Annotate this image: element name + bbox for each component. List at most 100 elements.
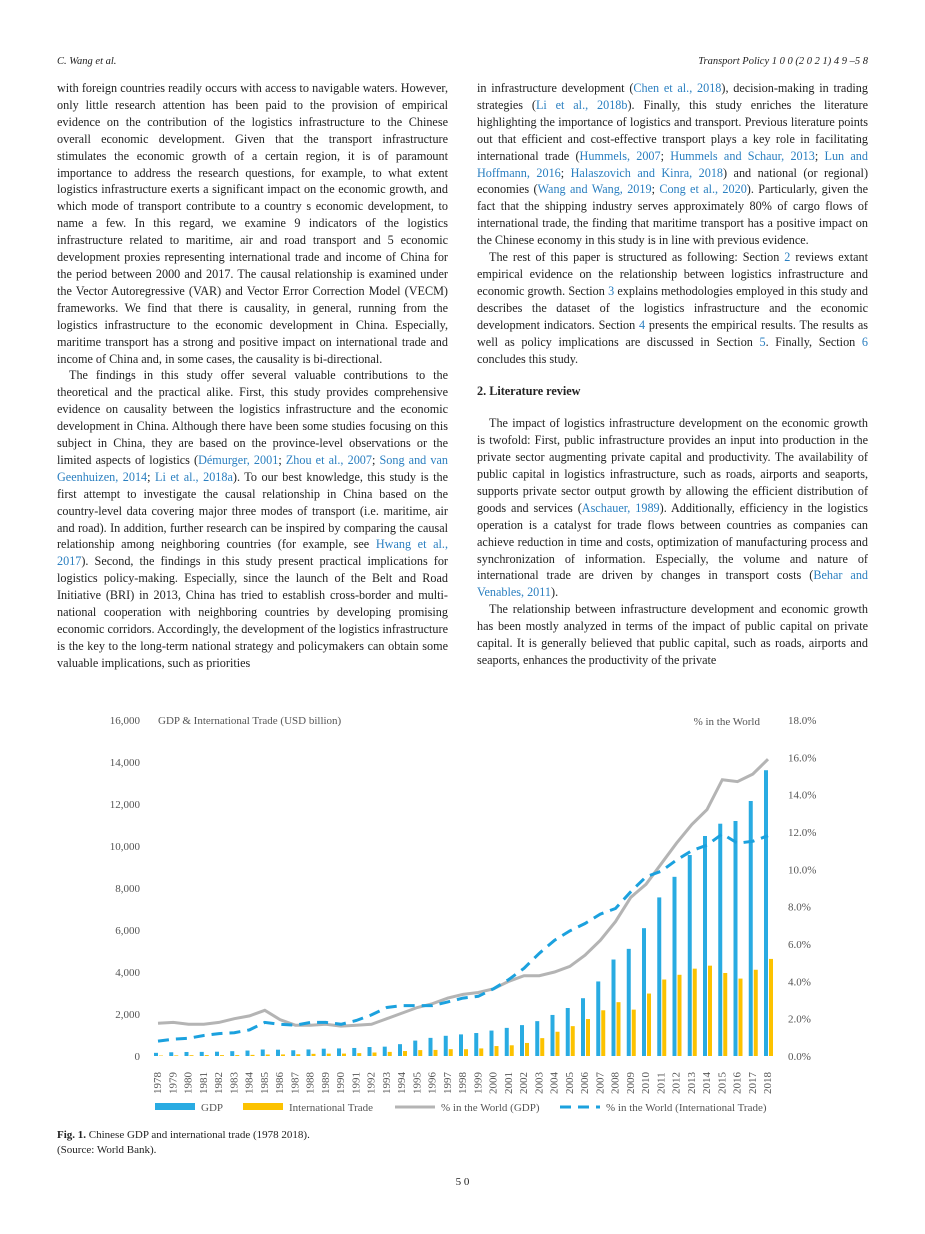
bar	[616, 1002, 621, 1056]
bar	[464, 1049, 468, 1056]
caption-label: Fig. 1.	[57, 1129, 87, 1141]
bar	[265, 1054, 270, 1056]
bar	[509, 1045, 514, 1056]
reference-link[interactable]: Wang and Wang, 2019	[537, 182, 652, 197]
bar	[199, 1051, 204, 1056]
y-tick-label: 4,000	[115, 967, 140, 979]
text: concludes this study.	[477, 351, 579, 366]
y2-tick-label: 14.0%	[788, 790, 816, 802]
reference-link[interactable]: Li et al., 2018b	[535, 97, 628, 112]
x-tick-label: 1995	[411, 1072, 423, 1095]
bar	[479, 1048, 484, 1056]
x-tick-label: 2000	[488, 1072, 500, 1095]
bar	[631, 1009, 636, 1056]
reference-link[interactable]: Hummels and Schaur, 2013	[670, 148, 815, 163]
y-tick-label: 16,000	[110, 715, 141, 727]
reference-link[interactable]: Li et al., 2018a	[155, 469, 233, 484]
text: ). Second, the findings in this study pr…	[57, 554, 448, 670]
x-tick-label: 1981	[198, 1072, 210, 1094]
legend-label: International Trade	[289, 1102, 373, 1114]
x-tick-label: 2006	[579, 1072, 591, 1095]
reference-link[interactable]: 4	[638, 317, 646, 332]
bar	[520, 1025, 524, 1056]
x-tick-label: 2004	[549, 1072, 561, 1095]
text: The rest of this paper is structured as …	[489, 250, 785, 265]
bar	[753, 969, 758, 1056]
bar	[169, 1052, 174, 1056]
legend-label: % in the World (GDP)	[441, 1102, 540, 1114]
paragraph: The findings in this study offer several…	[57, 367, 448, 671]
bar	[321, 1048, 326, 1056]
reference-link[interactable]: Song and van Geenhuizen, 2014	[57, 452, 448, 484]
chart-title: GDP & International Trade (USD billion)	[158, 715, 342, 727]
paragraph: The relationship between infrastructure …	[477, 601, 868, 669]
x-tick-label: 2008	[610, 1072, 622, 1095]
bar	[703, 836, 707, 1056]
bar	[550, 1014, 555, 1056]
reference-link[interactable]: Hwang et al., 2017	[57, 537, 448, 569]
bar	[357, 1053, 362, 1056]
x-tick-label: 1984	[244, 1072, 256, 1095]
text: ). To our best knowledge, this study is …	[57, 469, 448, 552]
bar	[565, 1007, 570, 1056]
bar	[692, 968, 697, 1056]
y-tick-label: 0	[135, 1051, 141, 1063]
x-tick-label: 2001	[503, 1072, 515, 1094]
x-tick-label: 2003	[533, 1072, 545, 1095]
bar	[306, 1049, 311, 1056]
reference-link[interactable]: Démurger, 2001	[198, 452, 279, 467]
legend-label: % in the World (International Trade)	[606, 1102, 767, 1114]
x-tick-label: 1991	[350, 1072, 362, 1094]
bar	[291, 1050, 296, 1056]
reference-link[interactable]: Halaszovich and Kinra, 2018	[570, 165, 724, 180]
bar	[418, 1050, 423, 1056]
text: reviews extant empirical evidence on the…	[477, 250, 868, 298]
reference-link[interactable]: Aschauer, 1989	[581, 500, 660, 515]
x-tick-label: 2014	[701, 1072, 713, 1095]
reference-link[interactable]: 6	[861, 334, 868, 349]
y-tick-label: 12,000	[110, 799, 141, 811]
y2-title: % in the World	[694, 716, 761, 728]
paragraph: The impact of logistics infrastructure d…	[477, 415, 868, 601]
x-tick-label: 2015	[716, 1072, 728, 1095]
paragraph: with foreign countries readily occurs wi…	[57, 80, 448, 367]
bar	[611, 959, 616, 1056]
reference-link[interactable]: Cong et al., 2020	[659, 182, 747, 197]
bar	[281, 1054, 285, 1056]
text: ).	[551, 585, 559, 600]
bar	[189, 1055, 194, 1056]
bar	[220, 1055, 224, 1056]
x-tick-label: 1988	[305, 1072, 317, 1095]
y2-tick-label: 16.0%	[788, 752, 816, 764]
text: ;	[371, 452, 380, 467]
bar	[352, 1047, 357, 1056]
reference-link[interactable]: Behar and Venables, 2011	[477, 568, 869, 600]
x-tick-label: 1996	[427, 1072, 439, 1095]
bar	[276, 1049, 280, 1056]
reference-link[interactable]: Lun and Hoffmann, 2016	[477, 148, 868, 180]
bar	[535, 1021, 540, 1056]
line	[157, 758, 770, 1028]
bar	[443, 1035, 448, 1056]
x-tick-label: 2012	[671, 1072, 683, 1094]
paragraph: in infrastructure development (Chen et a…	[477, 80, 868, 249]
x-tick-label: 2007	[594, 1072, 606, 1095]
text: with foreign countries readily occurs wi…	[57, 81, 448, 366]
bar	[555, 1031, 560, 1056]
bar	[398, 1044, 402, 1056]
reference-link[interactable]: 2	[784, 250, 791, 265]
bar	[708, 965, 712, 1056]
reference-link[interactable]: Zhou et al., 2007	[285, 452, 372, 467]
bar	[372, 1052, 377, 1056]
reference-link[interactable]: 3	[608, 283, 615, 298]
text: in infrastructure development (	[477, 81, 634, 95]
reference-link[interactable]: Hummels, 2007	[579, 148, 661, 163]
y2-tick-label: 2.0%	[788, 1014, 811, 1026]
reference-link[interactable]: Chen et al., 2018	[633, 81, 722, 95]
bar	[662, 979, 667, 1056]
legend-swatch	[243, 1103, 283, 1110]
reference-link[interactable]: 5	[759, 334, 766, 349]
text: ). Additionally, efficiency in the logis…	[477, 500, 868, 583]
legend-label: GDP	[201, 1102, 223, 1114]
text: ), decision-making in trading strategies…	[477, 81, 868, 112]
